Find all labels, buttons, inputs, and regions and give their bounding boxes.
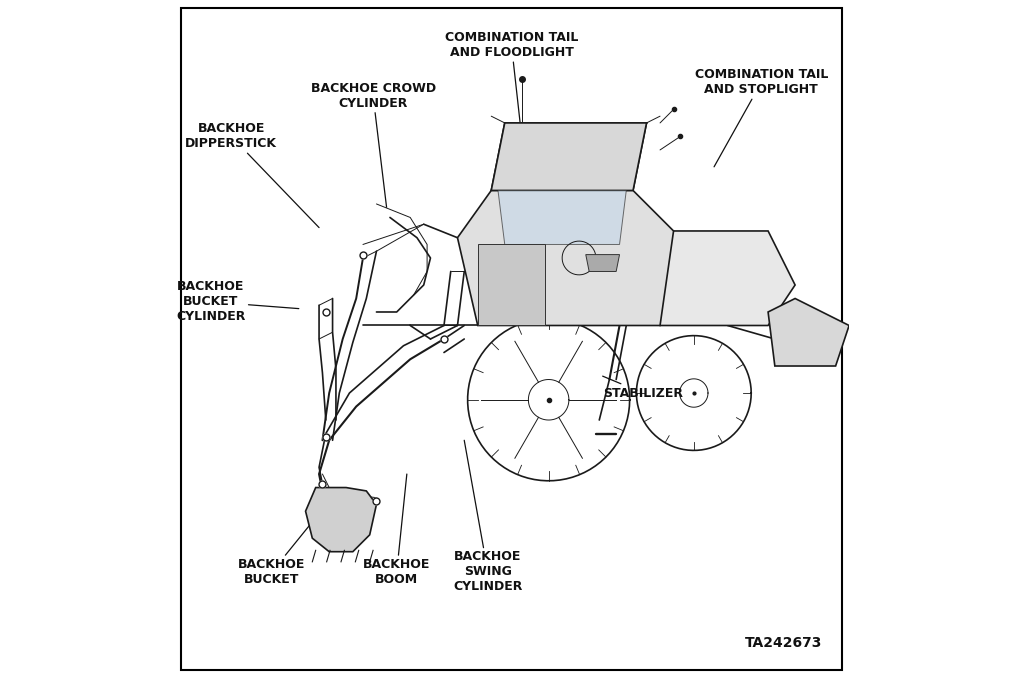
Text: BACKHOE CROWD
CYLINDER: BACKHOE CROWD CYLINDER xyxy=(311,82,436,207)
Text: TA242673: TA242673 xyxy=(745,635,822,650)
Polygon shape xyxy=(498,191,626,245)
Text: BACKHOE
DIPPERSTICK: BACKHOE DIPPERSTICK xyxy=(185,123,319,228)
Text: BACKHOE
BUCKET
CYLINDER: BACKHOE BUCKET CYLINDER xyxy=(176,281,299,323)
Text: BACKHOE
SWING
CYLINDER: BACKHOE SWING CYLINDER xyxy=(453,440,523,593)
Polygon shape xyxy=(768,298,849,366)
Polygon shape xyxy=(306,487,376,552)
Polygon shape xyxy=(457,191,673,325)
Polygon shape xyxy=(647,231,795,325)
Polygon shape xyxy=(478,245,545,325)
Polygon shape xyxy=(491,123,647,191)
Text: BACKHOE
BUCKET: BACKHOE BUCKET xyxy=(238,501,329,586)
Text: STABILIZER: STABILIZER xyxy=(603,376,683,399)
Polygon shape xyxy=(586,255,620,271)
Text: COMBINATION TAIL
AND STOPLIGHT: COMBINATION TAIL AND STOPLIGHT xyxy=(695,68,828,167)
Text: BACKHOE
BOOM: BACKHOE BOOM xyxy=(363,474,431,586)
Text: COMBINATION TAIL
AND FLOODLIGHT: COMBINATION TAIL AND FLOODLIGHT xyxy=(445,31,578,136)
